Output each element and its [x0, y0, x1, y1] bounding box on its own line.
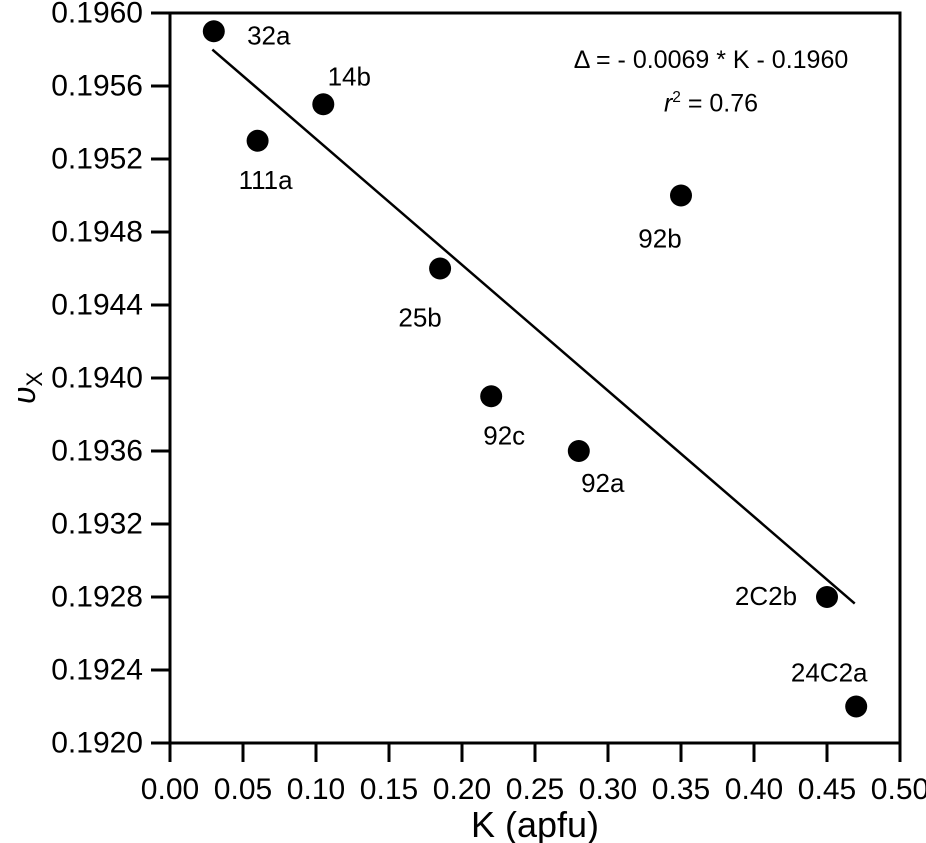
- x-tick-label: 0.40: [725, 773, 783, 806]
- r-exponent: 2: [672, 89, 681, 106]
- y-tick-label: 0.1928: [51, 581, 143, 614]
- trend-line: [211, 48, 856, 605]
- x-tick-label: 0.00: [141, 773, 199, 806]
- y-tick-label: 0.1920: [51, 727, 143, 760]
- x-tick-label: 0.15: [360, 773, 418, 806]
- data-point-111a: [246, 129, 269, 152]
- y-tick-label: 0.1956: [51, 70, 143, 103]
- data-point-92a: [567, 440, 590, 462]
- data-point-32a: [202, 20, 225, 43]
- x-axis-title: K (apfu): [470, 804, 600, 843]
- regression-annotation: Δ = - 0.0069 * K - 0.1960 r2 = 0.76: [574, 42, 849, 122]
- x-tick-label: 0.30: [579, 773, 637, 806]
- y-tick-label: 0.1924: [51, 654, 143, 687]
- regression-equation: Δ = - 0.0069 * K - 0.1960: [573, 46, 849, 74]
- point-label-24C2a: 24C2a: [791, 658, 868, 688]
- y-axis-symbol: υ: [5, 386, 42, 405]
- data-point-25b: [429, 257, 452, 280]
- point-label-111a: 111a: [239, 165, 294, 195]
- point-label-14b: 14b: [328, 61, 371, 91]
- x-tick-label: 0.25: [506, 773, 564, 806]
- x-tick-label: 0.10: [287, 773, 345, 806]
- y-axis-subscript: X: [22, 371, 48, 387]
- point-label-92b: 92b: [638, 224, 681, 254]
- point-label-2C2b: 2C2b: [735, 581, 797, 611]
- data-point-92c: [480, 385, 503, 408]
- x-tick-label: 0.50: [871, 773, 926, 806]
- y-tick-label: 0.1952: [51, 143, 143, 176]
- plot-border: [168, 11, 902, 745]
- point-label-25b: 25b: [398, 303, 441, 333]
- x-tick-label: 0.35: [652, 773, 710, 806]
- r-symbol: r: [663, 89, 673, 118]
- r-value: = 0.76: [680, 89, 759, 118]
- x-tick-label: 0.20: [433, 773, 491, 806]
- y-axis-title: υX: [6, 372, 48, 404]
- x-tick-label: 0.05: [214, 773, 272, 806]
- point-label-32a: 32a: [247, 20, 291, 50]
- y-tick-label: 0.1932: [51, 508, 143, 541]
- data-point-24C2a: [845, 695, 868, 718]
- data-point-14b: [312, 93, 335, 116]
- x-tick-label: 0.45: [798, 773, 856, 806]
- data-point-92b: [670, 184, 692, 207]
- point-label-92c: 92c: [483, 420, 525, 450]
- y-tick-label: 0.1936: [51, 435, 143, 468]
- y-tick-label: 0.1940: [51, 362, 143, 395]
- y-tick-label: 0.1948: [51, 216, 143, 249]
- y-tick-label: 0.1944: [51, 289, 143, 322]
- data-point-2C2b: [816, 586, 838, 608]
- y-tick-label: 0.1960: [51, 0, 143, 30]
- point-label-92a: 92a: [581, 468, 625, 498]
- regression-r-squared: r2 = 0.76: [574, 79, 849, 122]
